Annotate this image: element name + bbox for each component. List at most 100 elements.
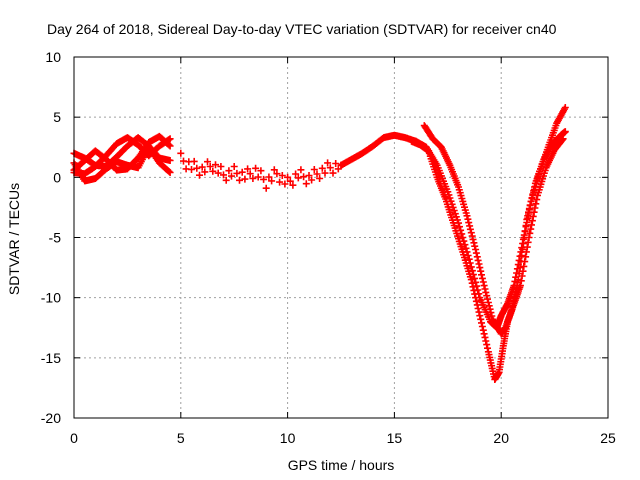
data-point bbox=[480, 282, 488, 290]
data-point bbox=[289, 181, 297, 189]
data-point bbox=[278, 172, 286, 179]
data-point bbox=[236, 176, 243, 184]
data-point bbox=[166, 157, 174, 164]
data-point bbox=[324, 159, 332, 167]
data-point bbox=[249, 175, 257, 182]
data-point bbox=[305, 172, 313, 179]
data-point bbox=[257, 167, 265, 175]
data-point bbox=[473, 253, 481, 261]
data-point bbox=[310, 166, 318, 173]
data-point bbox=[561, 104, 569, 111]
y-tick-label: 0 bbox=[53, 169, 61, 185]
data-point bbox=[518, 252, 526, 259]
data-point bbox=[521, 228, 529, 235]
x-tick-label: 10 bbox=[280, 430, 296, 446]
data-point bbox=[487, 309, 495, 317]
data-point bbox=[212, 161, 219, 169]
data-point bbox=[254, 173, 262, 181]
x-tick-label: 25 bbox=[600, 430, 616, 446]
data-point bbox=[450, 207, 458, 214]
data-point bbox=[471, 290, 479, 298]
data-point bbox=[472, 297, 480, 305]
data-point bbox=[480, 330, 488, 338]
y-tick-label: -10 bbox=[41, 290, 61, 306]
data-point bbox=[233, 169, 241, 177]
data-point bbox=[246, 170, 254, 178]
data-point bbox=[465, 219, 473, 227]
data-point bbox=[165, 168, 173, 176]
data-point bbox=[524, 238, 532, 246]
data-point bbox=[316, 175, 324, 182]
data-point bbox=[467, 276, 475, 284]
data-point bbox=[516, 264, 524, 272]
data-point bbox=[209, 167, 217, 175]
data-point bbox=[230, 163, 238, 170]
data-point bbox=[204, 158, 211, 166]
data-point bbox=[532, 200, 540, 208]
data-point bbox=[222, 176, 230, 184]
data-point bbox=[478, 323, 486, 330]
data-point bbox=[228, 172, 235, 180]
data-point bbox=[321, 169, 329, 177]
data-point bbox=[456, 223, 463, 231]
data-point bbox=[479, 326, 487, 334]
data-point bbox=[276, 178, 284, 186]
y-tick-label: -20 bbox=[41, 410, 61, 426]
data-point bbox=[241, 175, 249, 183]
data-point bbox=[476, 312, 484, 320]
chart-title: Day 264 of 2018, Sidereal Day-to-day VTE… bbox=[47, 21, 557, 37]
data-point bbox=[193, 164, 201, 172]
data-point bbox=[521, 258, 529, 266]
data-point bbox=[526, 229, 534, 237]
data-point bbox=[529, 212, 537, 220]
data-point bbox=[446, 194, 454, 202]
data-point bbox=[198, 163, 206, 171]
data-point bbox=[518, 272, 526, 280]
data-point bbox=[530, 208, 538, 216]
data-point bbox=[217, 163, 225, 170]
data-point bbox=[473, 301, 481, 309]
data-point bbox=[528, 221, 535, 229]
data-point bbox=[469, 235, 477, 243]
data-point bbox=[329, 169, 337, 177]
data-point bbox=[238, 168, 246, 176]
data-point bbox=[286, 177, 294, 185]
data-point bbox=[466, 225, 474, 233]
data-point bbox=[561, 128, 569, 136]
data-point bbox=[302, 180, 310, 188]
data-point bbox=[166, 135, 174, 143]
data-point bbox=[462, 244, 470, 252]
y-tick-label: -5 bbox=[49, 230, 62, 246]
data-point bbox=[260, 175, 268, 183]
data-point bbox=[559, 135, 567, 143]
data-point bbox=[292, 170, 300, 178]
data-point bbox=[469, 283, 477, 291]
data-point bbox=[522, 248, 530, 256]
data-point bbox=[188, 166, 195, 173]
data-point bbox=[526, 201, 534, 209]
data-point bbox=[472, 249, 480, 257]
data-point bbox=[244, 165, 252, 173]
data-point bbox=[297, 166, 305, 174]
y-tick-label: 5 bbox=[53, 109, 61, 125]
data-point bbox=[464, 215, 472, 223]
data-point bbox=[476, 264, 484, 272]
x-tick-label: 20 bbox=[493, 430, 509, 446]
data-point bbox=[190, 157, 198, 165]
data-point bbox=[482, 288, 490, 296]
data-point bbox=[471, 242, 479, 250]
data-point bbox=[465, 255, 473, 263]
data-point bbox=[262, 184, 270, 192]
y-axis-label: SDTVAR / TECUs bbox=[6, 183, 22, 295]
data-point bbox=[471, 274, 478, 282]
axes: 0 5 10 15 20 25 -20 -15 -10 -5 0 5 10 bbox=[41, 49, 616, 446]
data-point bbox=[470, 239, 478, 247]
data-point bbox=[252, 164, 260, 172]
data-point bbox=[270, 166, 278, 174]
data-point bbox=[201, 168, 209, 176]
y-tick-label: 10 bbox=[45, 49, 61, 65]
data-point bbox=[206, 163, 214, 170]
data-point bbox=[474, 256, 482, 264]
data-point bbox=[484, 295, 491, 303]
data-point bbox=[300, 173, 308, 181]
